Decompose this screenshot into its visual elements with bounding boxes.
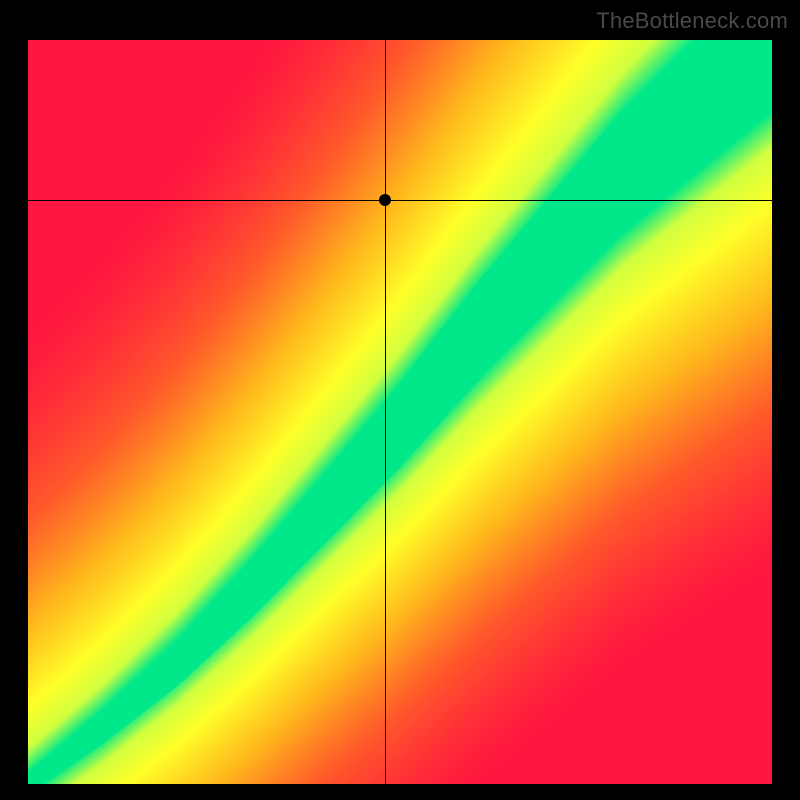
watermark-text: TheBottleneck.com — [596, 8, 788, 34]
crosshair-marker — [379, 194, 391, 206]
chart-container: TheBottleneck.com — [0, 0, 800, 800]
crosshair-horizontal — [28, 200, 772, 201]
plot-area — [28, 40, 772, 784]
heatmap-canvas — [28, 40, 772, 784]
crosshair-vertical — [385, 40, 386, 784]
